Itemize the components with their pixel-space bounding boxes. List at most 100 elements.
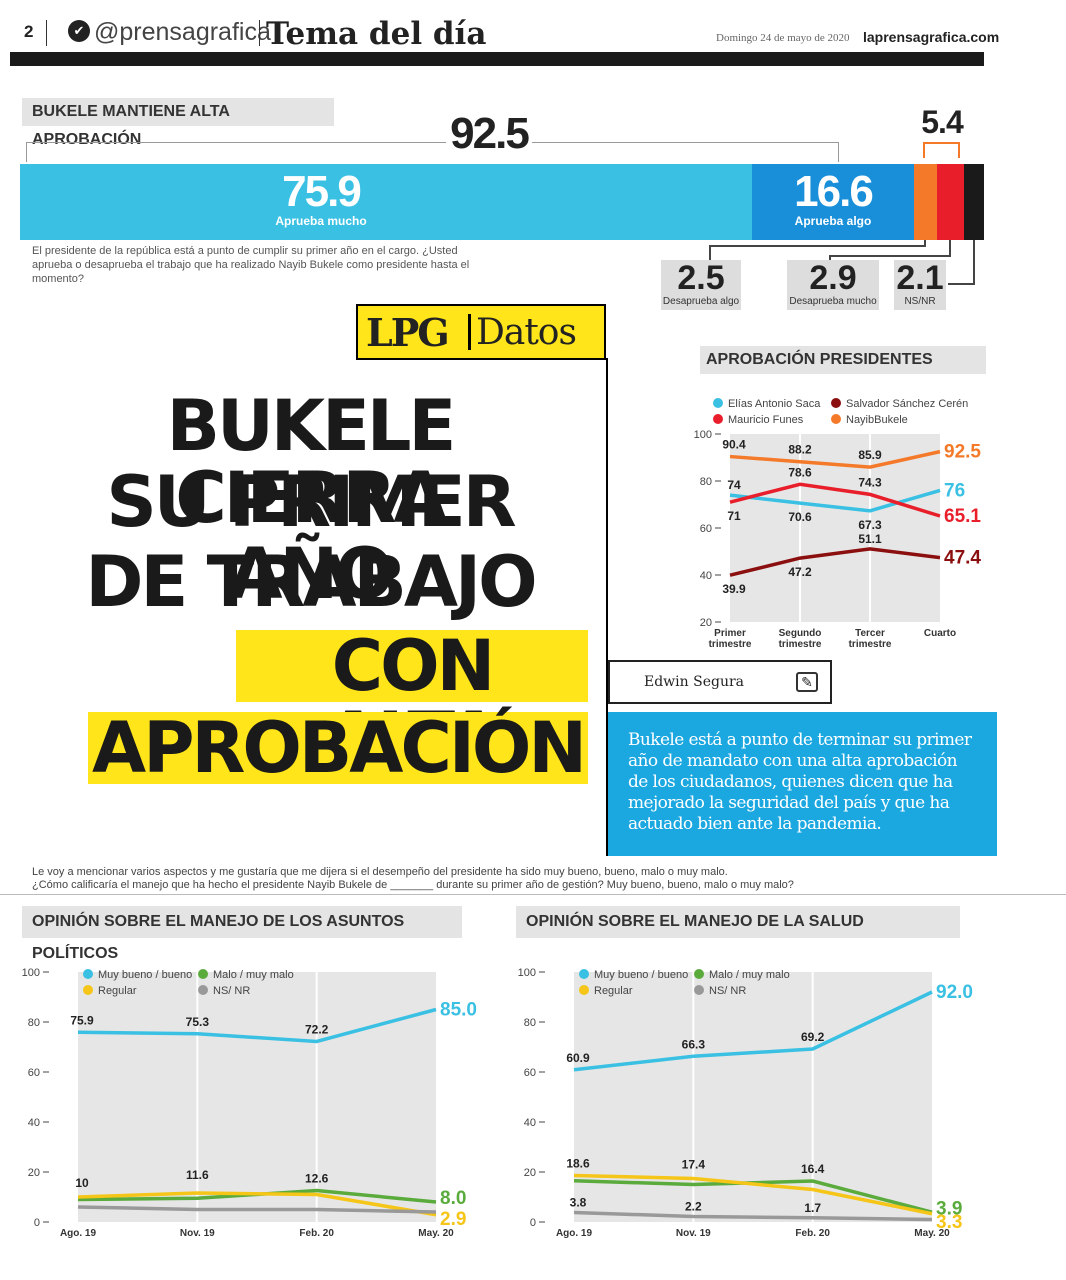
data-label: 12.6 (305, 1172, 329, 1186)
y-tick-label: 20 (28, 1167, 40, 1179)
x-tick-label: Nov. 19 (676, 1228, 711, 1239)
series-line (729, 482, 941, 518)
headline-line-2: SU PRIMER AÑO (106, 461, 516, 615)
legend-marker (83, 985, 93, 995)
data-label: 74 (727, 478, 741, 492)
plot-area (78, 972, 436, 1222)
page-number: 2 (24, 22, 34, 41)
detail-label: NS/NR (904, 296, 936, 307)
headline-line-1: BUKELE CIERRA (166, 385, 457, 539)
highlight-bg (236, 630, 588, 702)
y-tick-label: 100 (518, 967, 536, 979)
detail-value: 2.5 (677, 259, 725, 297)
section-title: Tema del día (266, 16, 487, 52)
chart-title: OPINIÓN SOBRE EL MANEJO DE LOS ASUNTOS P… (22, 906, 462, 962)
series-line (729, 449, 941, 469)
author-box: Edwin Segura ✎ (608, 660, 832, 704)
data-label: 70.6 (788, 510, 812, 524)
data-label: 3.3 (936, 1212, 962, 1233)
site-url: laprensagrafica.com (863, 29, 1000, 45)
lpg-logo-text: LPG (366, 310, 450, 355)
legend-label: NS/ NR (709, 985, 746, 997)
y-tick-label: 100 (22, 967, 40, 979)
y-tick-label: 0 (34, 1217, 40, 1229)
y-tick-label: 40 (28, 1117, 40, 1129)
legend-label: Regular (98, 985, 137, 997)
lpg-datos-logo: LPG Datos (356, 304, 606, 360)
segment-desaprueba-algo (914, 164, 937, 240)
detail-value: 2.1 (896, 259, 944, 297)
presidents-chart: 10080604020PrimertrimestreSegundotrimest… (694, 398, 981, 650)
data-label: 74.3 (858, 475, 882, 489)
data-label: 67.3 (858, 518, 882, 532)
legend-marker (713, 414, 723, 424)
bottom-question: Le voy a mencionar varios aspectos y me … (32, 866, 992, 892)
series-line (573, 990, 933, 1072)
divider (259, 20, 260, 46)
data-label: 1.7 (804, 1201, 821, 1215)
legend-marker (579, 969, 589, 979)
data-label: 92.0 (936, 982, 973, 1003)
legend-marker (713, 398, 723, 408)
y-tick-label: 60 (524, 1067, 536, 1079)
legend-label: Regular (594, 985, 633, 997)
data-label: 17.4 (682, 1158, 706, 1172)
segment-value: 75.9 (282, 167, 362, 216)
data-label: 51.1 (858, 532, 882, 546)
data-label: 3.8 (570, 1196, 587, 1210)
question-line: Le voy a mencionar varios aspectos y me … (32, 866, 728, 878)
data-label: 88.2 (788, 443, 812, 457)
x-tick-label: Ago. 19 (556, 1228, 593, 1239)
data-label: 18.6 (566, 1157, 590, 1171)
data-label: 16.4 (801, 1162, 825, 1176)
series-line (729, 488, 941, 513)
divider (468, 314, 471, 350)
x-tick-label: trimestre (849, 639, 892, 650)
x-tick-label: trimestre (709, 639, 752, 650)
legend-label: Elías Antonio Saca (728, 398, 821, 410)
x-tick-label: Ago. 19 (60, 1228, 97, 1239)
detail-nsnr: 2.1 NS/NR (894, 260, 946, 310)
data-label: 75.3 (186, 1015, 210, 1029)
series-line (77, 1205, 437, 1214)
segment-label: Aprueba mucho (275, 214, 367, 228)
y-tick-label: 80 (28, 1017, 40, 1029)
data-label: 85.9 (858, 448, 882, 462)
data-label: 66.3 (682, 1037, 706, 1051)
data-label: 65.1 (944, 506, 981, 527)
chart-title: APROBACIÓN PRESIDENTES (700, 346, 986, 374)
twitter-icon: ✔ (68, 20, 90, 42)
pencil-icon: ✎ (796, 672, 818, 692)
total-disapprove: 5.4 (921, 104, 963, 140)
x-tick-label: Tercer (855, 628, 885, 639)
detail-desaprueba-algo: 2.5 Desaprueba algo (661, 260, 741, 310)
legend-label: Malo / muy malo (709, 969, 790, 981)
plot-area (574, 972, 932, 1222)
chart-title: OPINIÓN SOBRE EL MANEJO DE LA SALUD (516, 906, 960, 938)
y-tick-label: 20 (524, 1167, 536, 1179)
series-line (729, 547, 941, 577)
x-tick-label: Nov. 19 (180, 1228, 215, 1239)
data-label: 11.6 (186, 1168, 209, 1182)
y-tick-label: 80 (700, 476, 712, 488)
politics-chart: 100 80 60 40 20 0 Ago. 19 Nov. 19 Feb. 20 May. 20… (22, 967, 477, 1239)
y-tick-label: 60 (28, 1067, 40, 1079)
series-line (77, 1191, 437, 1217)
y-tick-label: 60 (700, 523, 712, 535)
segment-nsnr (964, 164, 984, 240)
data-label: 47.4 (944, 548, 981, 569)
connector-lines (709, 240, 975, 285)
summary-box: Bukele está a punto de terminar su prime… (608, 712, 997, 856)
detail-value: 2.9 (809, 259, 857, 297)
health-chart: 100 80 60 40 20 0 Ago. 19 Nov. 19 Feb. 20 May. 20… (518, 967, 973, 1239)
detail-label: Desaprueba mucho (789, 296, 877, 307)
data-label: 72.2 (305, 1023, 329, 1037)
data-label: 76 (944, 480, 965, 501)
segment-label: Aprueba algo (794, 214, 872, 228)
data-label: 85.0 (440, 1000, 477, 1021)
series-line (77, 1007, 437, 1044)
legend-marker (831, 398, 841, 408)
data-label: 69.2 (801, 1030, 825, 1044)
x-tick-label: Cuarto (924, 628, 956, 639)
issue-date: Domingo 24 de mayo de 2020 (716, 32, 850, 44)
